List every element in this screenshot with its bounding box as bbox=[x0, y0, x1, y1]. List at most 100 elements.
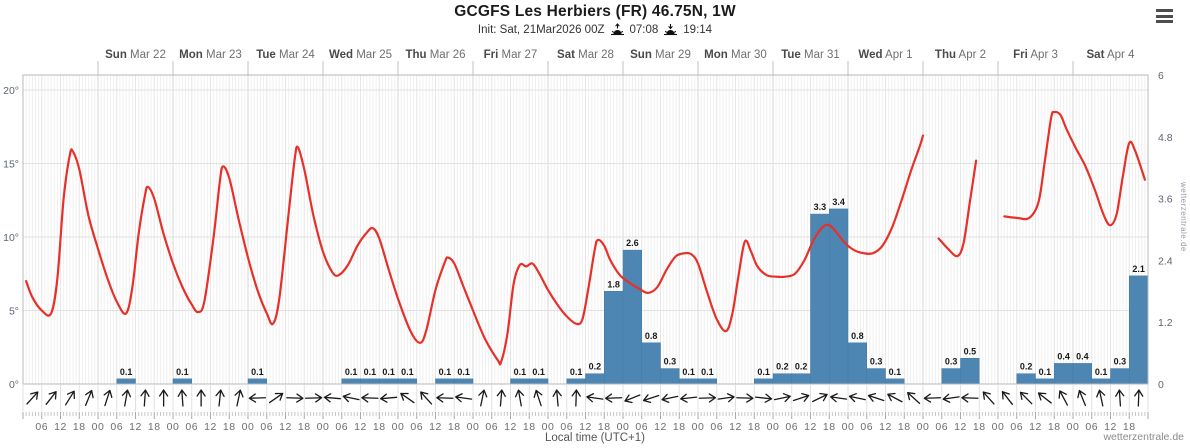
precip-bar bbox=[791, 373, 811, 385]
precip-bar bbox=[529, 378, 549, 385]
wind-arrow bbox=[982, 391, 995, 405]
day-label: Tue Mar 31 bbox=[781, 49, 840, 61]
time-tick-label: 18 bbox=[973, 421, 986, 433]
wind-arrow bbox=[586, 393, 604, 403]
page-title: GCGFS Les Herbiers (FR) 46.75N, 1W bbox=[454, 3, 736, 20]
time-tick-label: 00 bbox=[467, 421, 480, 433]
precip-bar bbox=[604, 291, 624, 385]
wind-arrow bbox=[84, 389, 94, 407]
wind-arrow bbox=[64, 390, 75, 406]
temperature-curve-segment bbox=[1003, 110, 1146, 227]
watermark-vertical: wetterzentrale.de bbox=[1179, 182, 1188, 252]
wind-arrow bbox=[812, 392, 828, 403]
precip-value-label: 0.1 bbox=[364, 367, 377, 377]
wind-arrow bbox=[455, 393, 473, 403]
time-tick-label: 06 bbox=[110, 421, 123, 433]
time-tick-label: 06 bbox=[335, 421, 348, 433]
precip-value-label: 0.1 bbox=[570, 367, 583, 377]
time-tick-label: 18 bbox=[823, 421, 836, 433]
time-tick-label: 18 bbox=[523, 421, 536, 433]
precip-bar bbox=[1091, 378, 1111, 385]
precip-value-label: 0.1 bbox=[701, 367, 714, 377]
wind-arrow bbox=[680, 393, 698, 403]
wind-arrow bbox=[661, 393, 679, 403]
day-label: Sun Mar 22 bbox=[105, 49, 166, 61]
precip-tick-label: 6 bbox=[1158, 70, 1164, 82]
precip-bar bbox=[1054, 363, 1074, 385]
wind-arrow bbox=[698, 393, 717, 403]
precip-bar bbox=[754, 378, 774, 385]
wind-arrow bbox=[1019, 391, 1033, 405]
precip-tick-label: 3.6 bbox=[1158, 194, 1173, 206]
wind-arrow bbox=[792, 392, 810, 402]
time-tick-label: 18 bbox=[373, 421, 386, 433]
time-tick-label: 00 bbox=[242, 421, 255, 433]
day-label: Wed Apr 1 bbox=[858, 49, 912, 61]
wind-arrow bbox=[420, 391, 433, 405]
precip-value-label: 0.1 bbox=[889, 367, 902, 377]
wind-arrows bbox=[22, 385, 1149, 411]
precip-bar bbox=[247, 378, 267, 385]
precip-bar bbox=[435, 378, 455, 385]
time-tick-label: 18 bbox=[673, 421, 686, 433]
precip-value-label: 0.2 bbox=[795, 362, 808, 372]
day-label: Sat Apr 4 bbox=[1087, 49, 1136, 61]
time-tick-label: 12 bbox=[129, 421, 142, 433]
time-tick-label: 12 bbox=[279, 421, 292, 433]
day-label: Sat Mar 28 bbox=[557, 49, 614, 61]
wind-arrow bbox=[268, 392, 284, 404]
day-label: Sun Mar 29 bbox=[630, 49, 691, 61]
precip-value-label: 2.6 bbox=[626, 238, 639, 248]
precip-tick-label: 2.4 bbox=[1158, 255, 1173, 267]
wind-arrow bbox=[1096, 389, 1106, 407]
time-tick-label: 00 bbox=[692, 421, 705, 433]
wind-arrow bbox=[923, 393, 942, 403]
precip-bar bbox=[360, 378, 380, 385]
precip-bar bbox=[510, 378, 530, 385]
time-tick-label: 06 bbox=[185, 421, 198, 433]
wind-arrow bbox=[140, 389, 150, 407]
time-tick-label: 12 bbox=[654, 421, 667, 433]
precip-value-label: 0.1 bbox=[1095, 367, 1108, 377]
time-tick-label: 00 bbox=[842, 421, 855, 433]
grid-lines bbox=[23, 75, 1148, 384]
precip-bar bbox=[566, 378, 586, 385]
time-tick-label: 00 bbox=[1067, 421, 1080, 433]
time-tick-label: 06 bbox=[560, 421, 573, 433]
precip-bar bbox=[397, 378, 417, 385]
wind-arrow bbox=[103, 389, 113, 407]
precip-bar bbox=[941, 368, 961, 385]
menu-button[interactable] bbox=[1156, 9, 1173, 24]
hour-ruler bbox=[22, 412, 1149, 419]
precip-value-label: 0.1 bbox=[120, 367, 133, 377]
precip-value-label: 0.5 bbox=[964, 346, 977, 356]
wind-arrow bbox=[552, 389, 562, 407]
wind-arrow bbox=[121, 389, 132, 407]
precip-value-label: 0.3 bbox=[870, 357, 883, 367]
wind-arrow bbox=[323, 393, 341, 403]
wind-arrow bbox=[830, 393, 848, 403]
wind-arrow bbox=[1077, 389, 1087, 407]
wind-arrow bbox=[1115, 389, 1125, 407]
precip-value-label: 2.1 bbox=[1132, 264, 1145, 274]
wind-arrow bbox=[1001, 391, 1013, 405]
time-tick-label: 12 bbox=[204, 421, 217, 433]
precip-axis-labels: 6 4.8 3.6 2.4 1.2 0 bbox=[1158, 70, 1173, 391]
wind-arrow bbox=[400, 392, 415, 404]
precip-bar bbox=[641, 342, 661, 385]
precip-value-label: 3.3 bbox=[814, 202, 827, 212]
wind-arrow bbox=[248, 393, 267, 403]
precip-bar bbox=[622, 249, 642, 385]
time-tick-label: 12 bbox=[354, 421, 367, 433]
wind-arrow bbox=[717, 393, 735, 403]
temp-tick-label: 10° bbox=[3, 232, 19, 244]
wind-arrow bbox=[1058, 390, 1069, 406]
precip-bar bbox=[1129, 275, 1149, 385]
precip-value-label: 3.4 bbox=[832, 197, 845, 207]
precip-bar bbox=[341, 378, 361, 385]
wind-arrow bbox=[887, 392, 903, 403]
time-tick-label: 06 bbox=[785, 421, 798, 433]
temperature-axis-labels: 20° 15° 10° 5° 0° bbox=[3, 85, 19, 391]
precip-value-label: 0.1 bbox=[532, 367, 545, 377]
